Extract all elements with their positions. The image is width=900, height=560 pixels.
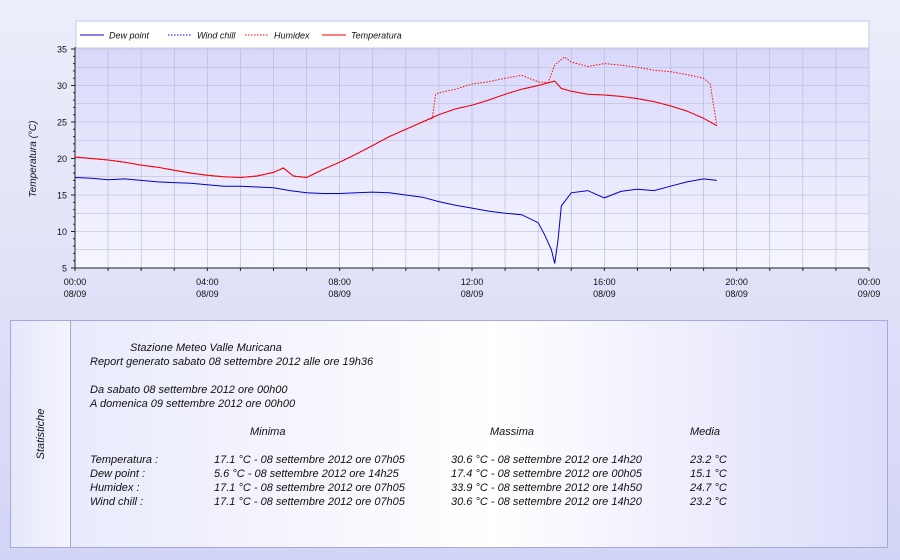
row-label: Temperatura :: [90, 454, 159, 466]
axes: 5 10 15 20 25 30 35 00:00 08/09 04:00 08/09 08:00 08…: [57, 45, 880, 300]
series-layer: [74, 56, 718, 264]
from-line: Da sabato 08 settembre 2012 ore 00h00: [90, 384, 288, 396]
weather-chart: 5 10 15 20 25 30 35 00:00 08/09 04:00 08/09 08:00 08…: [28, 20, 880, 300]
x-tick-date: 08/09: [725, 289, 748, 299]
x-tick-label: 00:00: [64, 277, 87, 287]
stats-row-humidex: Humidex : 17.1 °C - 08 settembre 2012 or…: [90, 482, 870, 496]
to-line: A domenica 09 settembre 2012 ore 00h00: [90, 398, 296, 410]
y-axis-label: Temperatura (°C): [28, 121, 39, 198]
row-min: 17.1 °C - 08 settembre 2012 ore 07h05: [214, 496, 405, 508]
row-avg: 23.2 °C: [690, 454, 727, 466]
x-tick-label: 16:00: [593, 277, 616, 287]
row-label: Humidex :: [90, 482, 140, 494]
stats-panel: Statistiche Stazione Meteo Valle Murican…: [10, 320, 888, 548]
stats-side-label: Statistiche: [35, 408, 47, 460]
y-tick-label: 15: [57, 191, 67, 201]
stats-row-dew-point: Dew point : 5.6 °C - 08 settembre 2012 o…: [90, 468, 870, 482]
stats-row-temperatura: Temperatura : 17.1 °C - 08 settembre 201…: [90, 454, 870, 468]
y-tick-label: 35: [57, 45, 67, 55]
report-line: Report generato sabato 08 settembre 2012…: [90, 356, 374, 368]
stats-side-tab: Statistiche: [11, 321, 71, 547]
stats-row-wind-chill: Wind chill : 17.1 °C - 08 settembre 2012…: [90, 496, 870, 510]
row-max: 17.4 °C - 08 settembre 2012 ore 00h05: [451, 468, 642, 480]
row-avg: 15.1 °C: [690, 468, 727, 480]
x-tick-label: 00:00: [858, 277, 881, 287]
x-tick-label: 04:00: [196, 277, 219, 287]
series-dew-point: [74, 177, 717, 264]
y-tick-label: 25: [57, 118, 67, 128]
x-tick-date: 08/09: [64, 289, 87, 299]
row-min: 5.6 °C - 08 settembre 2012 ore 14h25: [214, 468, 399, 480]
header-max: Massima: [490, 426, 535, 438]
x-tick-date: 08/09: [328, 289, 351, 299]
y-tick-label: 10: [57, 227, 67, 237]
legend-label: Humidex: [274, 31, 310, 41]
row-label: Wind chill :: [90, 496, 144, 508]
row-avg: 23.2 °C: [690, 496, 727, 508]
x-tick-label: 20:00: [725, 277, 748, 287]
y-tick-label: 5: [62, 264, 67, 274]
y-tick-label: 30: [57, 81, 67, 91]
legend-label: Temperatura: [351, 31, 402, 41]
row-max: 30.6 °C - 08 settembre 2012 ore 14h20: [451, 496, 642, 508]
x-tick-date: 08/09: [461, 289, 484, 299]
legend-box: [75, 20, 870, 49]
legend: Dew point Wind chill Humidex Temperatura: [80, 31, 402, 41]
station-name: Stazione Meteo Valle Muricana: [130, 342, 282, 354]
x-tick-label: 08:00: [328, 277, 351, 287]
row-min: 17.1 °C - 08 settembre 2012 ore 07h05: [214, 482, 405, 494]
row-avg: 24.7 °C: [690, 482, 727, 494]
header-avg: Media: [690, 426, 720, 438]
x-tick-label: 12:00: [461, 277, 484, 287]
y-tick-label: 20: [57, 154, 67, 164]
header-min: Minima: [250, 426, 286, 438]
x-tick-date: 08/09: [593, 289, 616, 299]
row-max: 30.6 °C - 08 settembre 2012 ore 14h20: [451, 454, 642, 466]
legend-label: Wind chill: [197, 31, 236, 41]
series-temperatura: [74, 80, 718, 179]
row-label: Dew point :: [90, 468, 146, 480]
x-tick-date: 09/09: [858, 289, 881, 299]
legend-label: Dew point: [109, 31, 150, 41]
x-tick-date: 08/09: [196, 289, 219, 299]
row-min: 17.1 °C - 08 settembre 2012 ore 07h05: [214, 454, 405, 466]
row-max: 33.9 °C - 08 settembre 2012 ore 14h50: [451, 482, 642, 494]
